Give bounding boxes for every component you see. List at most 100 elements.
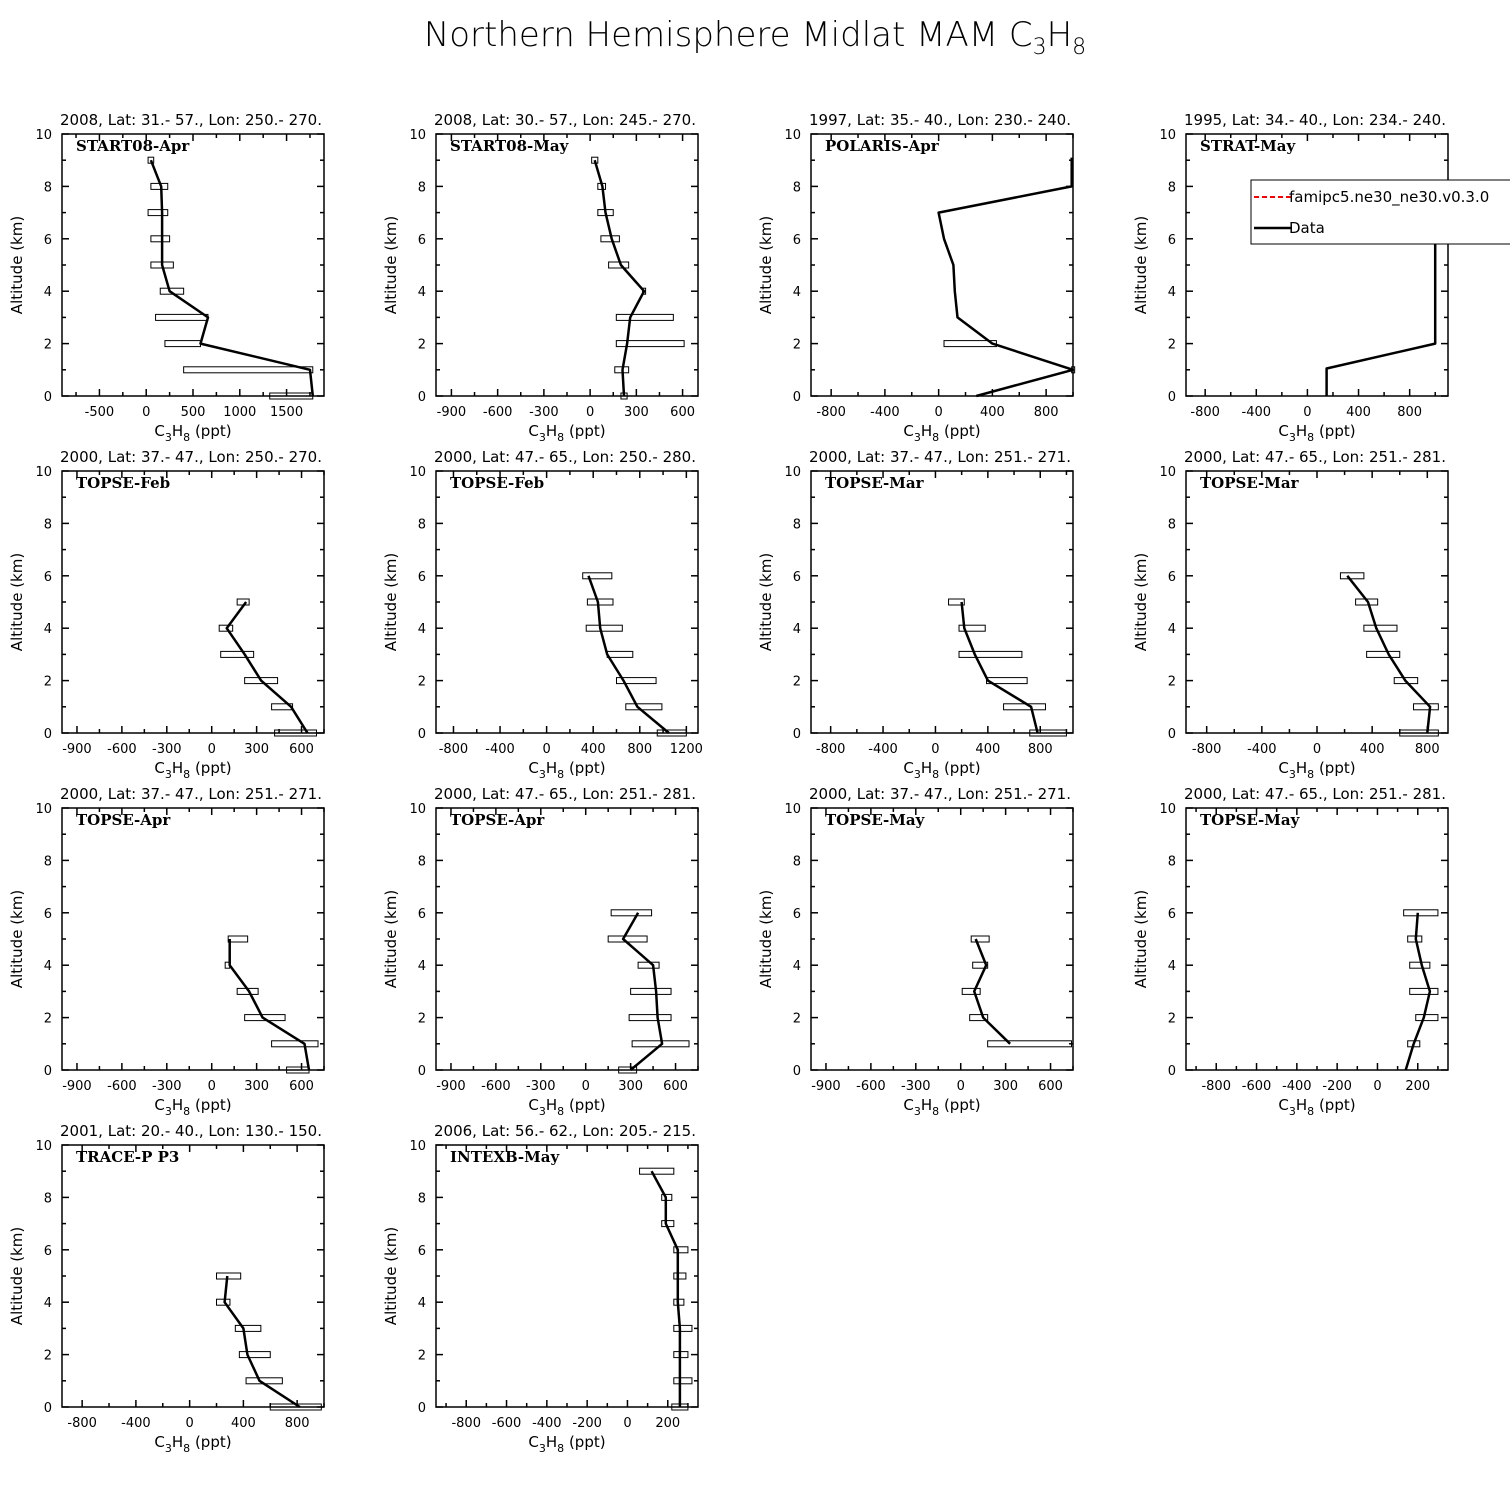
panel-7: 2000, Lat: 37.- 47., Lon: 251.- 271. TOPS…: [757, 448, 1074, 781]
y-tick-label: 10: [784, 128, 801, 143]
y-tick-label: 4: [793, 959, 801, 974]
campaign-label: TOPSE-May: [825, 811, 926, 829]
x-tick-label: 0: [582, 1079, 590, 1094]
data-profile-line: [621, 912, 664, 1071]
range-box: [969, 1014, 989, 1022]
x-tick-label: 600: [289, 742, 314, 757]
y-tick-label: 8: [44, 1191, 52, 1206]
y-axis-label: Altitude (km): [382, 1227, 400, 1325]
range-box: [1339, 572, 1365, 580]
y-tick-label: 4: [418, 1296, 426, 1311]
x-tick-label: -800: [1192, 742, 1222, 757]
panel-title: 2000, Lat: 37.- 47., Lon: 250.- 270.: [60, 448, 322, 466]
y-tick-label: 4: [793, 285, 801, 300]
x-tick-label: 0: [186, 1416, 194, 1431]
y-tick-label: 6: [418, 570, 426, 585]
x-tick-label: -300: [152, 1079, 182, 1094]
y-tick-label: 6: [1168, 233, 1176, 248]
x-tick-label: -200: [1322, 1079, 1352, 1094]
y-tick-label: 2: [1168, 1012, 1176, 1027]
x-tick-label: -400: [485, 742, 515, 757]
x-axis-label: C3H8 (ppt): [528, 422, 605, 444]
x-axis-label: C3H8 (ppt): [154, 1433, 231, 1455]
y-tick-label: 2: [1168, 675, 1176, 690]
x-tick-label: 0: [1303, 405, 1311, 420]
plot-frame: [810, 133, 1074, 397]
range-box: [958, 650, 1023, 658]
x-tick-label: -600: [107, 1079, 137, 1094]
y-tick-label: 2: [418, 1012, 426, 1027]
legend-model-label: famipc5.ne30_ne30.v0.3.0: [1289, 188, 1489, 207]
y-tick-label: 0: [44, 390, 52, 405]
x-tick-label: -600: [481, 1079, 511, 1094]
y-axis-label: Altitude (km): [8, 216, 26, 314]
y-tick-label: 8: [1168, 180, 1176, 195]
x-tick-label: 600: [663, 1079, 688, 1094]
campaign-label: START08-May: [450, 137, 570, 155]
panel-3: 1997, Lat: 35.- 40., Lon: 230.- 240. POLA…: [757, 111, 1076, 444]
y-tick-label: 6: [1168, 907, 1176, 922]
y-tick-label: 6: [793, 570, 801, 585]
data-profile-line: [225, 601, 309, 734]
range-box: [147, 209, 169, 217]
range-box: [1366, 650, 1401, 658]
range-box: [183, 366, 314, 374]
range-box: [615, 313, 674, 321]
range-box: [1415, 1014, 1439, 1022]
data-profile-line: [1325, 210, 1437, 396]
data-profile-line: [972, 938, 1011, 1045]
y-tick-label: 2: [418, 338, 426, 353]
y-tick-label: 2: [44, 1349, 52, 1364]
x-tick-label: -600: [483, 405, 513, 420]
x-tick-label: -600: [856, 1079, 886, 1094]
range-box: [220, 650, 255, 658]
x-tick-label: 800: [627, 742, 652, 757]
plot-frame: [61, 1144, 325, 1408]
y-tick-label: 4: [418, 622, 426, 637]
panel-1: 2008, Lat: 31.- 57., Lon: 250.- 270. STAR…: [8, 111, 325, 444]
range-box: [948, 598, 965, 606]
data-profile-line: [937, 157, 1075, 398]
range-box: [218, 624, 234, 632]
x-tick-label: 300: [624, 405, 649, 420]
x-tick-label: -400: [868, 742, 898, 757]
y-tick-label: 0: [44, 1064, 52, 1079]
panel-title: 2008, Lat: 30.- 57., Lon: 245.- 270.: [434, 111, 696, 129]
range-box: [972, 961, 989, 969]
x-axis-label: C3H8 (ppt): [1278, 759, 1355, 781]
range-box: [987, 1040, 1073, 1048]
x-tick-label: 800: [1415, 742, 1440, 757]
x-axis-label: C3H8 (ppt): [154, 1096, 231, 1118]
range-box: [155, 313, 209, 321]
y-tick-label: 2: [418, 675, 426, 690]
panel-4: 1995, Lat: 34.- 40., Lon: 234.- 240. STRA…: [1132, 111, 1449, 444]
y-tick-label: 8: [418, 180, 426, 195]
campaign-label: TOPSE-Apr: [76, 811, 171, 829]
x-tick-label: 0: [931, 742, 939, 757]
range-box: [637, 961, 660, 969]
y-tick-label: 10: [409, 1139, 426, 1154]
y-tick-label: 8: [418, 854, 426, 869]
range-box: [628, 1014, 672, 1022]
range-box: [234, 1324, 262, 1332]
x-axis-label: C3H8 (ppt): [528, 1096, 605, 1118]
data-profile-line: [223, 1275, 301, 1409]
x-tick-label: -400: [121, 1416, 151, 1431]
panel-title: 2008, Lat: 31.- 57., Lon: 250.- 270.: [60, 111, 322, 129]
range-box: [244, 677, 279, 685]
y-tick-label: 8: [793, 517, 801, 532]
x-tick-label: 300: [244, 1079, 269, 1094]
panel-title: 2000, Lat: 47.- 65., Lon: 251.- 281.: [1184, 448, 1446, 466]
y-tick-label: 4: [793, 622, 801, 637]
y-tick-label: 6: [44, 570, 52, 585]
range-box: [227, 935, 249, 943]
y-tick-label: 10: [409, 802, 426, 817]
x-tick-label: -400: [1282, 1079, 1312, 1094]
x-tick-label: 400: [975, 742, 1000, 757]
y-axis-label: Altitude (km): [1132, 890, 1150, 988]
legend-box: [1250, 179, 1510, 245]
legend-data-label: Data: [1289, 219, 1325, 237]
x-tick-label: -800: [67, 1416, 97, 1431]
data-profile-line: [228, 939, 311, 1071]
x-tick-label: 0: [142, 405, 150, 420]
